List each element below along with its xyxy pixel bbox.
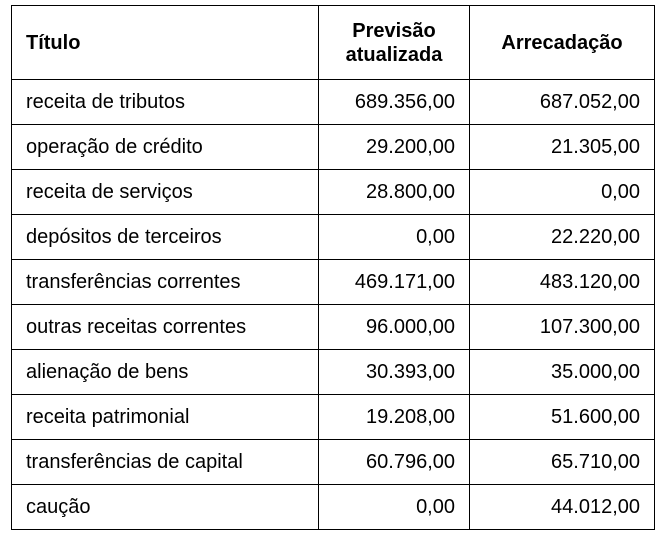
row-collected: 483.120,00 [469, 259, 655, 305]
row-collected: 44.012,00 [469, 484, 655, 530]
table-row: receita patrimonial 19.208,00 51.600,00 [11, 394, 655, 440]
table-header: Título Previsão atualizada Arrecadação [11, 5, 655, 80]
row-title: caução [11, 484, 319, 530]
row-title: outras receitas correntes [11, 304, 319, 350]
row-collected: 65.710,00 [469, 439, 655, 485]
row-collected: 22.220,00 [469, 214, 655, 260]
row-prevision: 0,00 [318, 484, 470, 530]
table-row: operação de crédito 29.200,00 21.305,00 [11, 124, 655, 170]
row-collected: 21.305,00 [469, 124, 655, 170]
table-row: outras receitas correntes 96.000,00 107.… [11, 304, 655, 350]
table-row: receita de tributos 689.356,00 687.052,0… [11, 79, 655, 125]
row-prevision: 28.800,00 [318, 169, 470, 215]
row-prevision: 0,00 [318, 214, 470, 260]
table-row: caução 0,00 44.012,00 [11, 484, 655, 530]
row-prevision: 30.393,00 [318, 349, 470, 395]
row-prevision: 60.796,00 [318, 439, 470, 485]
header-title: Título [11, 5, 319, 80]
row-title: receita patrimonial [11, 394, 319, 440]
row-title: operação de crédito [11, 124, 319, 170]
table-row: depósitos de terceiros 0,00 22.220,00 [11, 214, 655, 260]
row-prevision: 469.171,00 [318, 259, 470, 305]
row-collected: 0,00 [469, 169, 655, 215]
row-collected: 35.000,00 [469, 349, 655, 395]
row-prevision: 19.208,00 [318, 394, 470, 440]
row-prevision: 689.356,00 [318, 79, 470, 125]
header-row: Título Previsão atualizada Arrecadação [11, 5, 655, 80]
table-row: receita de serviços 28.800,00 0,00 [11, 169, 655, 215]
row-title: receita de serviços [11, 169, 319, 215]
row-collected: 51.600,00 [469, 394, 655, 440]
table-body: receita de tributos 689.356,00 687.052,0… [11, 79, 655, 530]
row-title: depósitos de terceiros [11, 214, 319, 260]
row-collected: 687.052,00 [469, 79, 655, 125]
revenue-table: Título Previsão atualizada Arrecadação r… [11, 5, 655, 530]
header-collected: Arrecadação [469, 5, 655, 80]
row-prevision: 96.000,00 [318, 304, 470, 350]
table-row: transferências correntes 469.171,00 483.… [11, 259, 655, 305]
row-title: alienação de bens [11, 349, 319, 395]
header-prevision: Previsão atualizada [318, 5, 470, 80]
row-prevision: 29.200,00 [318, 124, 470, 170]
table-row: transferências de capital 60.796,00 65.7… [11, 439, 655, 485]
row-title: transferências correntes [11, 259, 319, 305]
row-title: receita de tributos [11, 79, 319, 125]
row-collected: 107.300,00 [469, 304, 655, 350]
table-row: alienação de bens 30.393,00 35.000,00 [11, 349, 655, 395]
row-title: transferências de capital [11, 439, 319, 485]
